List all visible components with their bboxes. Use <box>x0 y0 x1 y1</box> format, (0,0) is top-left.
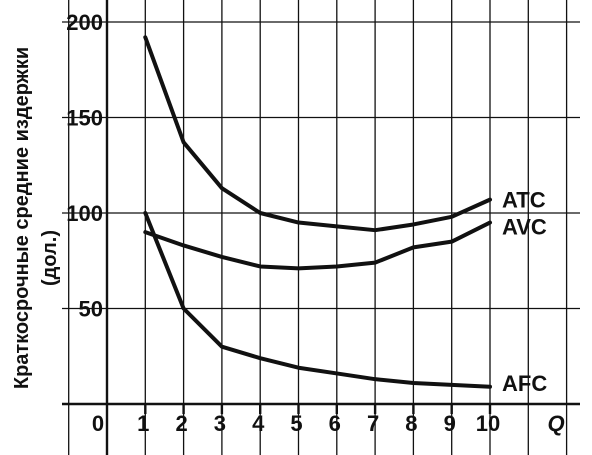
series-line-atc <box>143 35 492 233</box>
series-label-avc: AVC <box>502 215 547 240</box>
axes <box>62 0 580 455</box>
labels: Краткосрочные средние издержки (дол.) 0 … <box>11 10 565 436</box>
series-line-avc <box>143 220 492 271</box>
y-axis-label: Краткосрочные средние издержки <box>11 47 33 389</box>
x-tick-label: 7 <box>367 411 379 436</box>
series-label-atc: ATC <box>502 188 546 213</box>
y-tick-label: 50 <box>79 297 103 322</box>
series-label-afc: AFC <box>502 371 547 396</box>
series-line-afc <box>143 211 492 389</box>
x-tick-label: 6 <box>329 411 341 436</box>
origin-label: 0 <box>92 411 104 436</box>
grid <box>62 0 580 455</box>
x-axis-label: Q <box>547 411 564 436</box>
series-lines <box>143 35 492 389</box>
x-tick-label: 8 <box>405 411 417 436</box>
x-tick-label: 5 <box>290 411 302 436</box>
x-tick-label: 1 <box>137 411 149 436</box>
x-tick-label: 10 <box>476 411 500 436</box>
y-tick-label: 150 <box>66 106 103 131</box>
y-tick-label: 100 <box>66 201 103 226</box>
y-tick-label: 200 <box>66 10 103 35</box>
y-axis-unit: (дол.) <box>39 230 61 286</box>
x-tick-label: 4 <box>252 411 265 436</box>
x-tick-label: 2 <box>175 411 187 436</box>
x-tick-label: 3 <box>214 411 226 436</box>
x-tick-label: 9 <box>444 411 456 436</box>
